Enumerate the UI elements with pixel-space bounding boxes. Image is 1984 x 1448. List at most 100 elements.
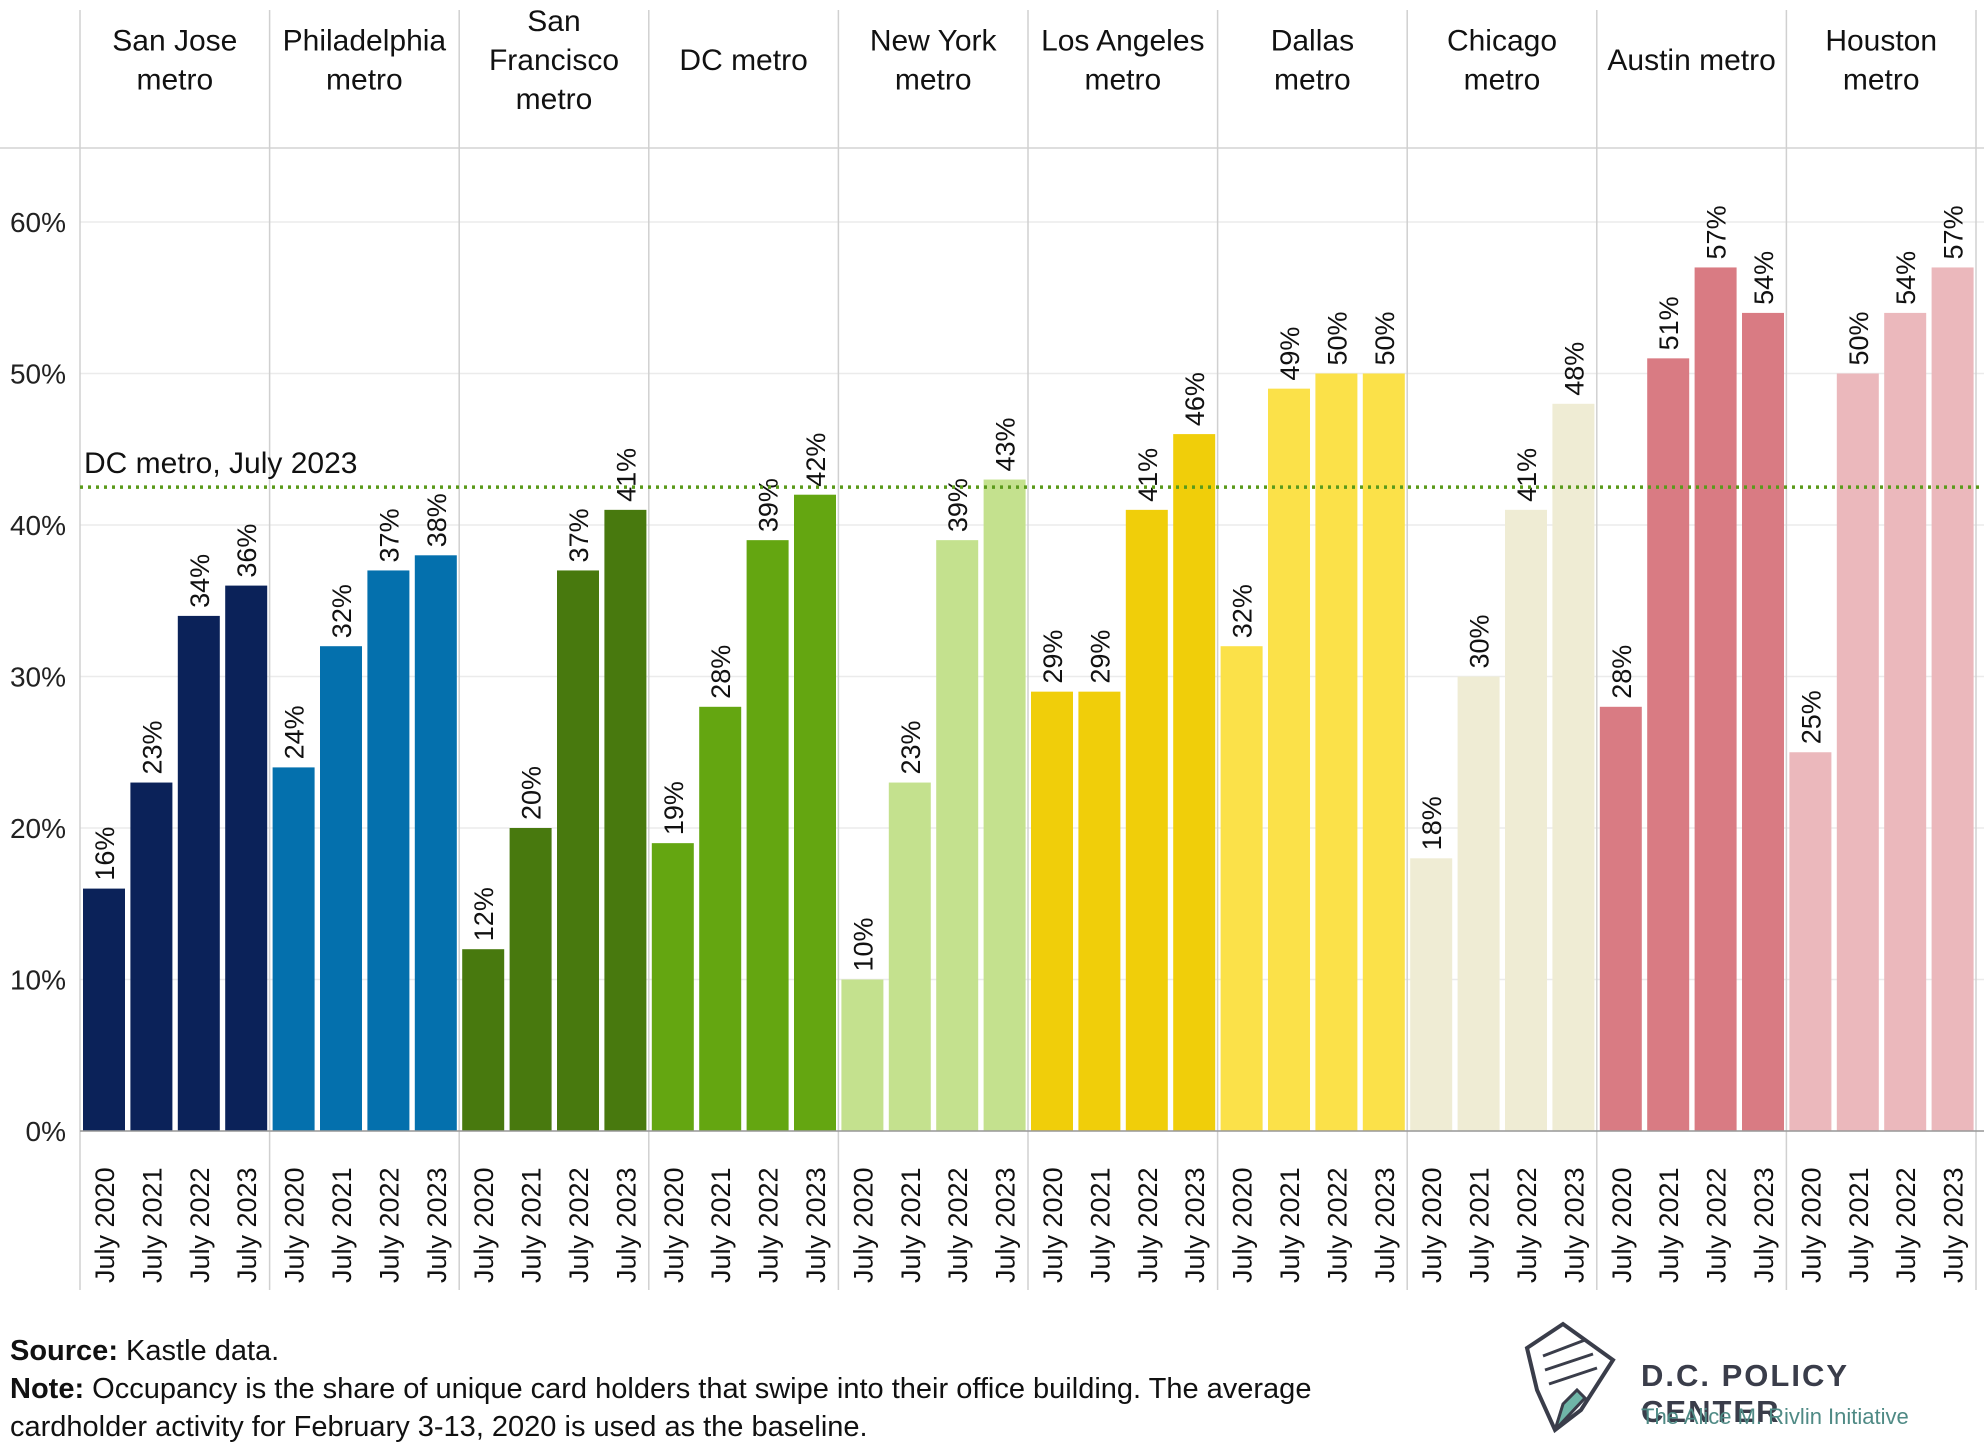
logo-subtitle: The Alice M. Rivlin Initiative bbox=[1641, 1404, 1909, 1429]
bar bbox=[1125, 509, 1168, 1132]
x-tick-label: July 2023 bbox=[801, 1167, 831, 1283]
bar-value-label: 41% bbox=[1512, 448, 1542, 502]
bar-value-label: 43% bbox=[991, 418, 1021, 472]
group-header-label: metro bbox=[1084, 64, 1161, 97]
bar bbox=[936, 540, 979, 1131]
bar bbox=[1505, 509, 1547, 1132]
x-tick-label: July 2022 bbox=[1512, 1167, 1542, 1283]
group-header-label: metro bbox=[1464, 64, 1541, 97]
group-header-label: San Jose bbox=[112, 25, 237, 58]
bar-value-label: 10% bbox=[848, 917, 878, 971]
bar-value-label: 57% bbox=[1939, 205, 1969, 259]
x-tick-label: July 2020 bbox=[1228, 1167, 1258, 1283]
bar-value-label: 54% bbox=[1749, 251, 1779, 305]
bar bbox=[983, 479, 1026, 1131]
bar bbox=[83, 888, 125, 1131]
x-tick-label: July 2020 bbox=[848, 1167, 878, 1283]
x-tick-label: July 2021 bbox=[1465, 1167, 1495, 1283]
bar-value-label: 12% bbox=[469, 887, 499, 941]
x-tick-label: July 2023 bbox=[232, 1167, 262, 1283]
bar bbox=[1410, 858, 1453, 1131]
bar-value-label: 49% bbox=[1275, 327, 1305, 381]
bar-value-label: 32% bbox=[327, 584, 357, 638]
bar bbox=[1031, 691, 1073, 1131]
y-tick-label: 30% bbox=[10, 662, 66, 693]
bar-value-label: 36% bbox=[232, 524, 262, 578]
y-tick-label: 60% bbox=[10, 207, 66, 238]
group-header-label: Los Angeles bbox=[1041, 25, 1204, 58]
group-header-label: Philadelphia bbox=[283, 25, 447, 58]
group-header-label: Austin metro bbox=[1607, 44, 1775, 77]
bar-value-label: 23% bbox=[896, 721, 926, 775]
bar bbox=[1647, 358, 1690, 1132]
y-tick-label: 20% bbox=[10, 813, 66, 844]
bar bbox=[1789, 752, 1832, 1131]
bar-value-label: 25% bbox=[1796, 690, 1826, 744]
x-tick-label: July 2022 bbox=[185, 1167, 215, 1283]
bar bbox=[320, 646, 362, 1131]
y-tick-label: 0% bbox=[26, 1116, 66, 1147]
x-tick-label: July 2023 bbox=[422, 1167, 452, 1283]
x-tick-label: July 2021 bbox=[896, 1167, 926, 1283]
x-tick-label: July 2022 bbox=[1322, 1167, 1352, 1283]
bar-value-label: 30% bbox=[1465, 614, 1495, 668]
bar bbox=[1315, 373, 1358, 1131]
occupancy-bar-chart: 0% 10% 20% 30% 40% 50% 60% San Jose metro 16% July… bbox=[0, 5, 1984, 1290]
bar bbox=[1742, 312, 1784, 1131]
bar bbox=[1599, 706, 1642, 1131]
bar-value-label: 38% bbox=[422, 493, 452, 547]
x-tick-label: July 2020 bbox=[90, 1167, 120, 1283]
bar-value-label: 24% bbox=[280, 705, 310, 759]
x-tick-label: July 2022 bbox=[1133, 1167, 1163, 1283]
group-header-label: metro bbox=[136, 64, 213, 97]
bar-value-label: 50% bbox=[1844, 311, 1874, 365]
bar-value-label: 50% bbox=[1322, 311, 1352, 365]
bar bbox=[1552, 403, 1595, 1131]
bar-value-label: 37% bbox=[374, 508, 404, 562]
y-tick-label: 10% bbox=[10, 965, 66, 996]
group-header-label: metro bbox=[1843, 64, 1920, 97]
x-tick-label: July 2021 bbox=[137, 1167, 167, 1283]
bar-value-label: 37% bbox=[564, 508, 594, 562]
bar-value-label: 28% bbox=[706, 645, 736, 699]
source-note: Source: Kastle data. bbox=[10, 1335, 280, 1367]
bar bbox=[367, 570, 410, 1131]
bar-value-label: 18% bbox=[1417, 796, 1447, 850]
group-header-label: Dallas bbox=[1271, 25, 1354, 58]
chart-footer: Source: Kastle data. Note: Occupancy is … bbox=[10, 1332, 1311, 1446]
x-tick-label: July 2022 bbox=[754, 1167, 784, 1283]
bar-value-label: 32% bbox=[1228, 584, 1258, 638]
x-tick-label: July 2021 bbox=[1275, 1167, 1305, 1283]
bar-value-label: 51% bbox=[1654, 296, 1684, 350]
x-tick-label: July 2021 bbox=[1085, 1167, 1115, 1283]
y-tick-label: 40% bbox=[10, 510, 66, 541]
x-tick-label: July 2021 bbox=[327, 1167, 357, 1283]
reference-line-label: DC metro, July 2023 bbox=[84, 447, 357, 480]
x-tick-label: July 2020 bbox=[659, 1167, 689, 1283]
bar-value-label: 20% bbox=[517, 766, 547, 820]
bar bbox=[888, 782, 931, 1131]
bar bbox=[509, 828, 552, 1131]
group-header-label: Chicago bbox=[1447, 25, 1557, 58]
x-tick-label: July 2020 bbox=[1796, 1167, 1826, 1283]
x-tick-label: July 2023 bbox=[611, 1167, 641, 1283]
bar-value-label: 41% bbox=[611, 448, 641, 502]
bar bbox=[1694, 267, 1737, 1131]
x-tick-label: July 2020 bbox=[1607, 1167, 1637, 1283]
x-tick-label: July 2021 bbox=[1844, 1167, 1874, 1283]
bar-value-label: 48% bbox=[1559, 342, 1589, 396]
bar bbox=[272, 767, 315, 1131]
x-tick-label: July 2022 bbox=[1702, 1167, 1732, 1283]
x-tick-label: July 2022 bbox=[374, 1167, 404, 1283]
bar bbox=[746, 540, 789, 1131]
bar bbox=[177, 615, 220, 1131]
group-header-label: Houston bbox=[1825, 25, 1937, 58]
bar bbox=[225, 585, 268, 1131]
bar bbox=[604, 509, 647, 1132]
group-header-label: San bbox=[527, 5, 580, 38]
x-tick-label: July 2020 bbox=[280, 1167, 310, 1283]
bar-value-label: 23% bbox=[137, 721, 167, 775]
x-tick-label: July 2023 bbox=[1559, 1167, 1589, 1283]
bar bbox=[1078, 691, 1121, 1131]
bar bbox=[1220, 646, 1263, 1131]
